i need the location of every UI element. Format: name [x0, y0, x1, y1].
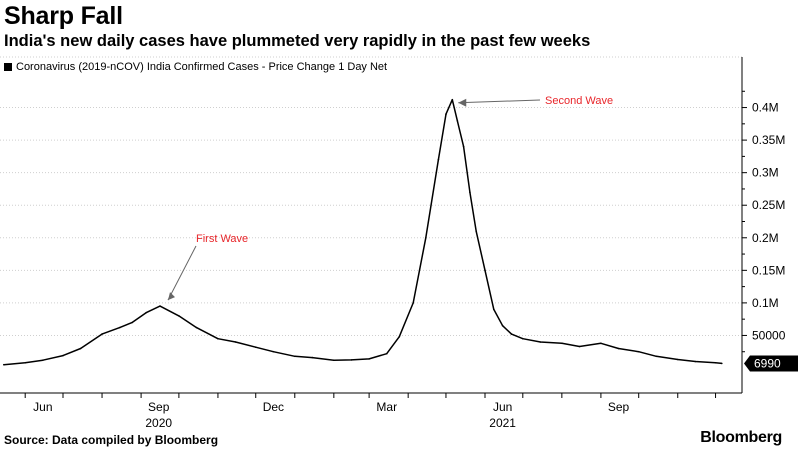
data-point — [561, 342, 563, 345]
data-point — [522, 337, 524, 340]
data-point — [437, 158, 440, 161]
data-point — [451, 98, 454, 101]
data-point — [510, 333, 513, 335]
data-point — [118, 326, 121, 329]
data-point — [217, 337, 219, 340]
data-point — [462, 145, 465, 148]
data-point — [333, 359, 335, 362]
annotation-first-wave: First Wave — [196, 233, 248, 245]
data-point — [3, 363, 5, 366]
y-tick-label: 0.3M — [752, 166, 779, 180]
annotation-second-wave: Second Wave — [545, 95, 613, 107]
data-point — [101, 333, 103, 335]
data-point — [131, 321, 134, 324]
data-point — [368, 358, 370, 360]
bloomberg-logo: Bloomberg — [700, 429, 782, 446]
x-tick-label: Sep — [148, 400, 170, 414]
data-point — [385, 352, 388, 355]
annotation-arrow — [458, 99, 541, 104]
data-point — [456, 119, 459, 122]
x-tick-label: Jun — [33, 400, 52, 414]
data-point — [311, 356, 314, 359]
data-point — [539, 341, 542, 343]
data-point — [42, 359, 44, 362]
annotation-arrowhead — [167, 292, 175, 301]
legend: Coronavirus (2019-nCOV) India Confirmed … — [4, 61, 387, 73]
last-value-label: 6990 — [754, 356, 781, 370]
data-point — [721, 362, 723, 365]
data-point — [493, 308, 495, 311]
chart-subtitle: India's new daily cases have plummeted v… — [4, 32, 591, 50]
data-point — [655, 355, 658, 358]
data-point — [178, 315, 180, 317]
y-tick-label: 0.2M — [752, 231, 779, 245]
x-year-label: 2020 — [145, 416, 172, 430]
x-tick-label: Jun — [493, 400, 512, 414]
data-point — [475, 230, 478, 233]
data-point — [272, 350, 275, 353]
data-point — [159, 305, 161, 307]
data-point — [714, 362, 717, 364]
annotation-arrowhead — [458, 98, 467, 107]
legend-swatch — [4, 63, 12, 71]
data-point — [195, 326, 198, 329]
data-point — [425, 237, 427, 239]
y-tick-label: 0.15M — [752, 263, 785, 277]
x-tick-label: Dec — [263, 400, 284, 414]
x-tick-label: Mar — [376, 400, 397, 414]
data-point — [484, 269, 486, 272]
data-point — [445, 113, 447, 115]
legend-label: Coronavirus (2019-nCOV) India Confirmed … — [16, 61, 388, 73]
y-tick-label: 0.4M — [752, 101, 779, 115]
data-point — [637, 350, 640, 353]
annotation-arrow — [167, 245, 197, 301]
data-point — [145, 311, 147, 314]
data-point — [600, 342, 602, 345]
data-point — [350, 359, 353, 361]
data-point — [469, 191, 471, 193]
data-point — [79, 347, 82, 350]
last-value-badge — [744, 355, 798, 372]
y-tick-label: 0.35M — [752, 133, 785, 147]
data-point — [617, 347, 620, 350]
chart-title: Sharp Fall — [4, 2, 123, 30]
y-tick-label: 0.25M — [752, 198, 785, 212]
data-point — [254, 346, 257, 349]
x-year-label: 2021 — [489, 416, 516, 430]
data-point — [294, 355, 296, 358]
data-point — [62, 354, 64, 357]
data-point — [677, 358, 679, 361]
x-tick-label: Sep — [608, 400, 630, 414]
y-tick-label: 0.1M — [752, 296, 779, 310]
series-line — [3, 98, 722, 366]
data-point — [501, 324, 504, 327]
data-point — [398, 335, 401, 338]
data-point — [24, 362, 27, 364]
data-point — [412, 302, 415, 304]
source-note: Source: Data compiled by Bloomberg — [4, 433, 219, 447]
data-point — [694, 360, 697, 363]
data-point — [578, 345, 581, 348]
y-tick-label: 50000 — [752, 328, 786, 342]
data-point — [234, 341, 237, 343]
